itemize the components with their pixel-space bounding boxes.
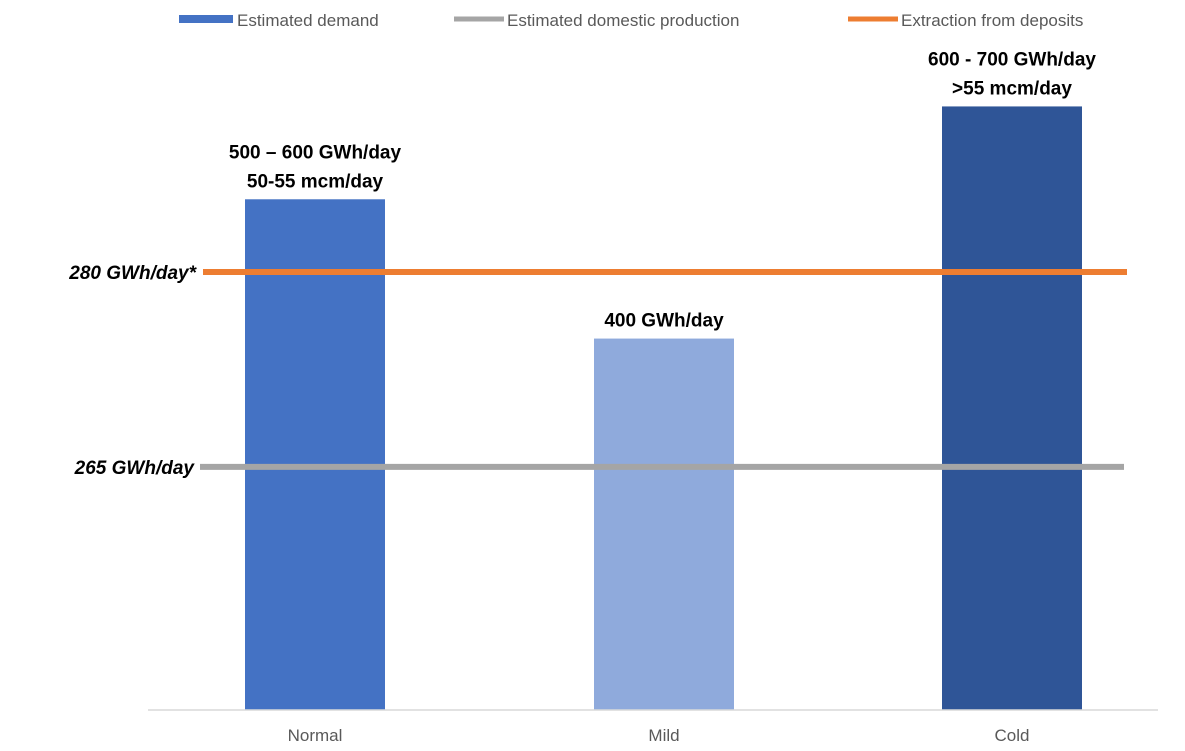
bar-normal (245, 199, 385, 711)
legend: Estimated demand Estimated domestic prod… (179, 11, 1083, 30)
domestic-production-label: 265 GWh/day (74, 458, 196, 479)
category-label-normal: Normal (288, 726, 343, 745)
extraction-label: 280 GWh/day* (68, 263, 197, 284)
legend-swatch-estimated-demand (179, 15, 233, 23)
legend-label-extraction-from-deposits: Extraction from deposits (901, 11, 1083, 30)
data-label-cold-line1: 600 - 700 GWh/day (928, 49, 1096, 70)
bars (245, 106, 1082, 711)
data-label-cold-line2: >55 mcm/day (952, 78, 1072, 99)
data-label-normal-line1: 500 – 600 GWh/day (229, 142, 402, 163)
bar-mild (594, 338, 734, 710)
legend-label-domestic-production: Estimated domestic production (507, 11, 739, 30)
bar-cold (942, 106, 1082, 710)
category-label-mild: Mild (648, 726, 679, 745)
legend-label-estimated-demand: Estimated demand (237, 11, 379, 30)
data-label-mild: 400 GWh/day (604, 311, 724, 332)
category-label-cold: Cold (995, 726, 1030, 745)
data-label-normal-line2: 50-55 mcm/day (247, 171, 384, 192)
